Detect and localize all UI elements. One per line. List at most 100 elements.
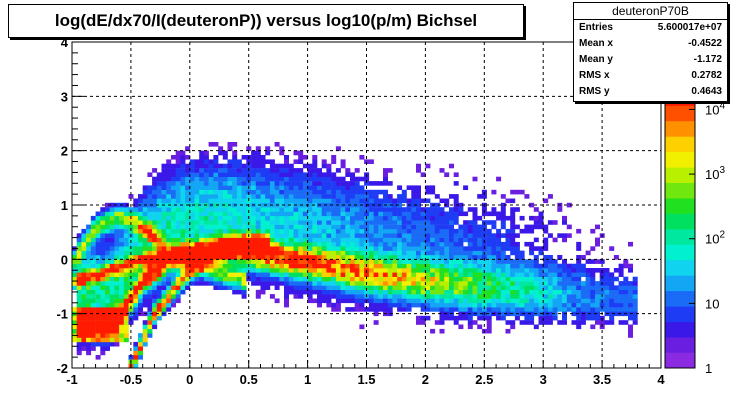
heatmap-cell (90, 272, 96, 277)
heatmap-cell (302, 224, 308, 230)
heatmap-cell (335, 263, 341, 269)
heatmap-cell (156, 220, 162, 225)
heatmap-cell (138, 355, 143, 360)
heatmap-cell (595, 315, 600, 321)
heatmap-cell (340, 281, 346, 286)
heatmap-cell (76, 281, 82, 286)
heatmap-cell (222, 276, 228, 282)
heatmap-cell (208, 142, 214, 147)
heatmap-cell (175, 172, 181, 177)
heatmap-cell (326, 263, 332, 269)
heatmap-cell (321, 194, 327, 199)
heatmap-cell (175, 202, 181, 208)
heatmap-cell (203, 246, 209, 251)
heatmap-cell (161, 172, 167, 177)
heatmap-cell (72, 328, 77, 334)
heatmap-cell (203, 276, 209, 282)
heatmap-cell (406, 215, 412, 221)
heatmap-cell (109, 311, 115, 317)
heatmap-cell (284, 185, 289, 190)
heatmap-cell (425, 255, 431, 260)
heatmap-cell (218, 176, 224, 182)
heatmap-cell (439, 237, 445, 243)
heatmap-cell (269, 181, 275, 186)
heatmap-cell (590, 259, 596, 264)
heatmap-cell (213, 255, 219, 260)
heatmap-cell (467, 315, 473, 321)
heatmap-cell (293, 268, 299, 273)
heatmap-cell (613, 311, 619, 317)
heatmap-cell (222, 207, 228, 212)
heatmap-cell (265, 263, 271, 269)
heatmap-cell (213, 189, 219, 195)
heatmap-cell (449, 315, 454, 321)
heatmap-cell (387, 272, 393, 277)
heatmap-cell (298, 181, 304, 186)
heatmap-cell (411, 220, 417, 225)
heatmap-cell (425, 276, 431, 282)
heatmap-cell (434, 298, 440, 304)
heatmap-cell (359, 189, 365, 195)
heatmap-cell (543, 320, 549, 325)
heatmap-cell (236, 163, 242, 169)
heatmap-cell (227, 211, 233, 217)
heatmap-cell (199, 281, 205, 286)
heatmap-cell (458, 255, 464, 260)
heatmap-cell (95, 320, 101, 325)
heatmap-cell (109, 315, 115, 321)
heatmap-cell (100, 324, 106, 330)
heatmap-cell (326, 241, 332, 247)
heatmap-cell (453, 237, 459, 243)
heatmap-cell (368, 198, 374, 204)
heatmap-cell (194, 272, 200, 277)
heatmap-cell (142, 285, 148, 290)
heatmap-cell (472, 320, 478, 325)
heatmap-cell (208, 246, 214, 251)
heatmap-cell (236, 237, 242, 243)
heatmap-cell (189, 198, 195, 204)
heatmap-cell (133, 241, 139, 247)
heatmap-cell (171, 289, 176, 295)
heatmap-cell (317, 241, 322, 247)
heatmap-cell (632, 281, 638, 286)
heatmap-cell (552, 294, 558, 299)
heatmap-cell (434, 224, 440, 230)
heatmap-cell (566, 263, 572, 269)
heatmap-cell (411, 272, 417, 277)
heatmap-cell (340, 194, 346, 199)
heatmap-cell (453, 281, 459, 286)
heatmap-cell (166, 289, 172, 295)
heatmap-cell (128, 302, 134, 308)
heatmap-cell (623, 281, 629, 286)
heatmap-cell (86, 289, 92, 295)
heatmap-cell (632, 285, 638, 290)
heatmap-cell (128, 194, 134, 199)
heatmap-cell (255, 268, 261, 273)
heatmap-cell (340, 268, 346, 273)
heatmap-cell (119, 228, 125, 234)
heatmap-cell (519, 259, 525, 264)
heatmap-cell (171, 246, 176, 251)
heatmap-cell (147, 198, 153, 204)
heatmap-cell (345, 181, 351, 186)
heatmap-cell (156, 202, 162, 208)
heatmap-cell (227, 233, 233, 238)
heatmap-cell (317, 294, 322, 299)
heatmap-cell (222, 250, 228, 256)
heatmap-cell (420, 255, 426, 260)
heatmap-cell (538, 315, 544, 321)
heatmap-cell (95, 285, 101, 290)
heatmap-cell (425, 294, 431, 299)
heatmap-cell (453, 268, 459, 273)
heatmap-cell (359, 246, 365, 251)
heatmap-cell (241, 202, 247, 208)
heatmap-cell (312, 255, 318, 260)
heatmap-cell (180, 246, 186, 251)
heatmap-cell (317, 246, 322, 251)
heatmap-cell (383, 259, 388, 264)
heatmap-cell (251, 233, 257, 238)
heatmap-cell (208, 228, 214, 234)
heatmap-cell (260, 211, 266, 217)
heatmap-cell (166, 263, 172, 269)
heatmap-cell (467, 241, 473, 247)
